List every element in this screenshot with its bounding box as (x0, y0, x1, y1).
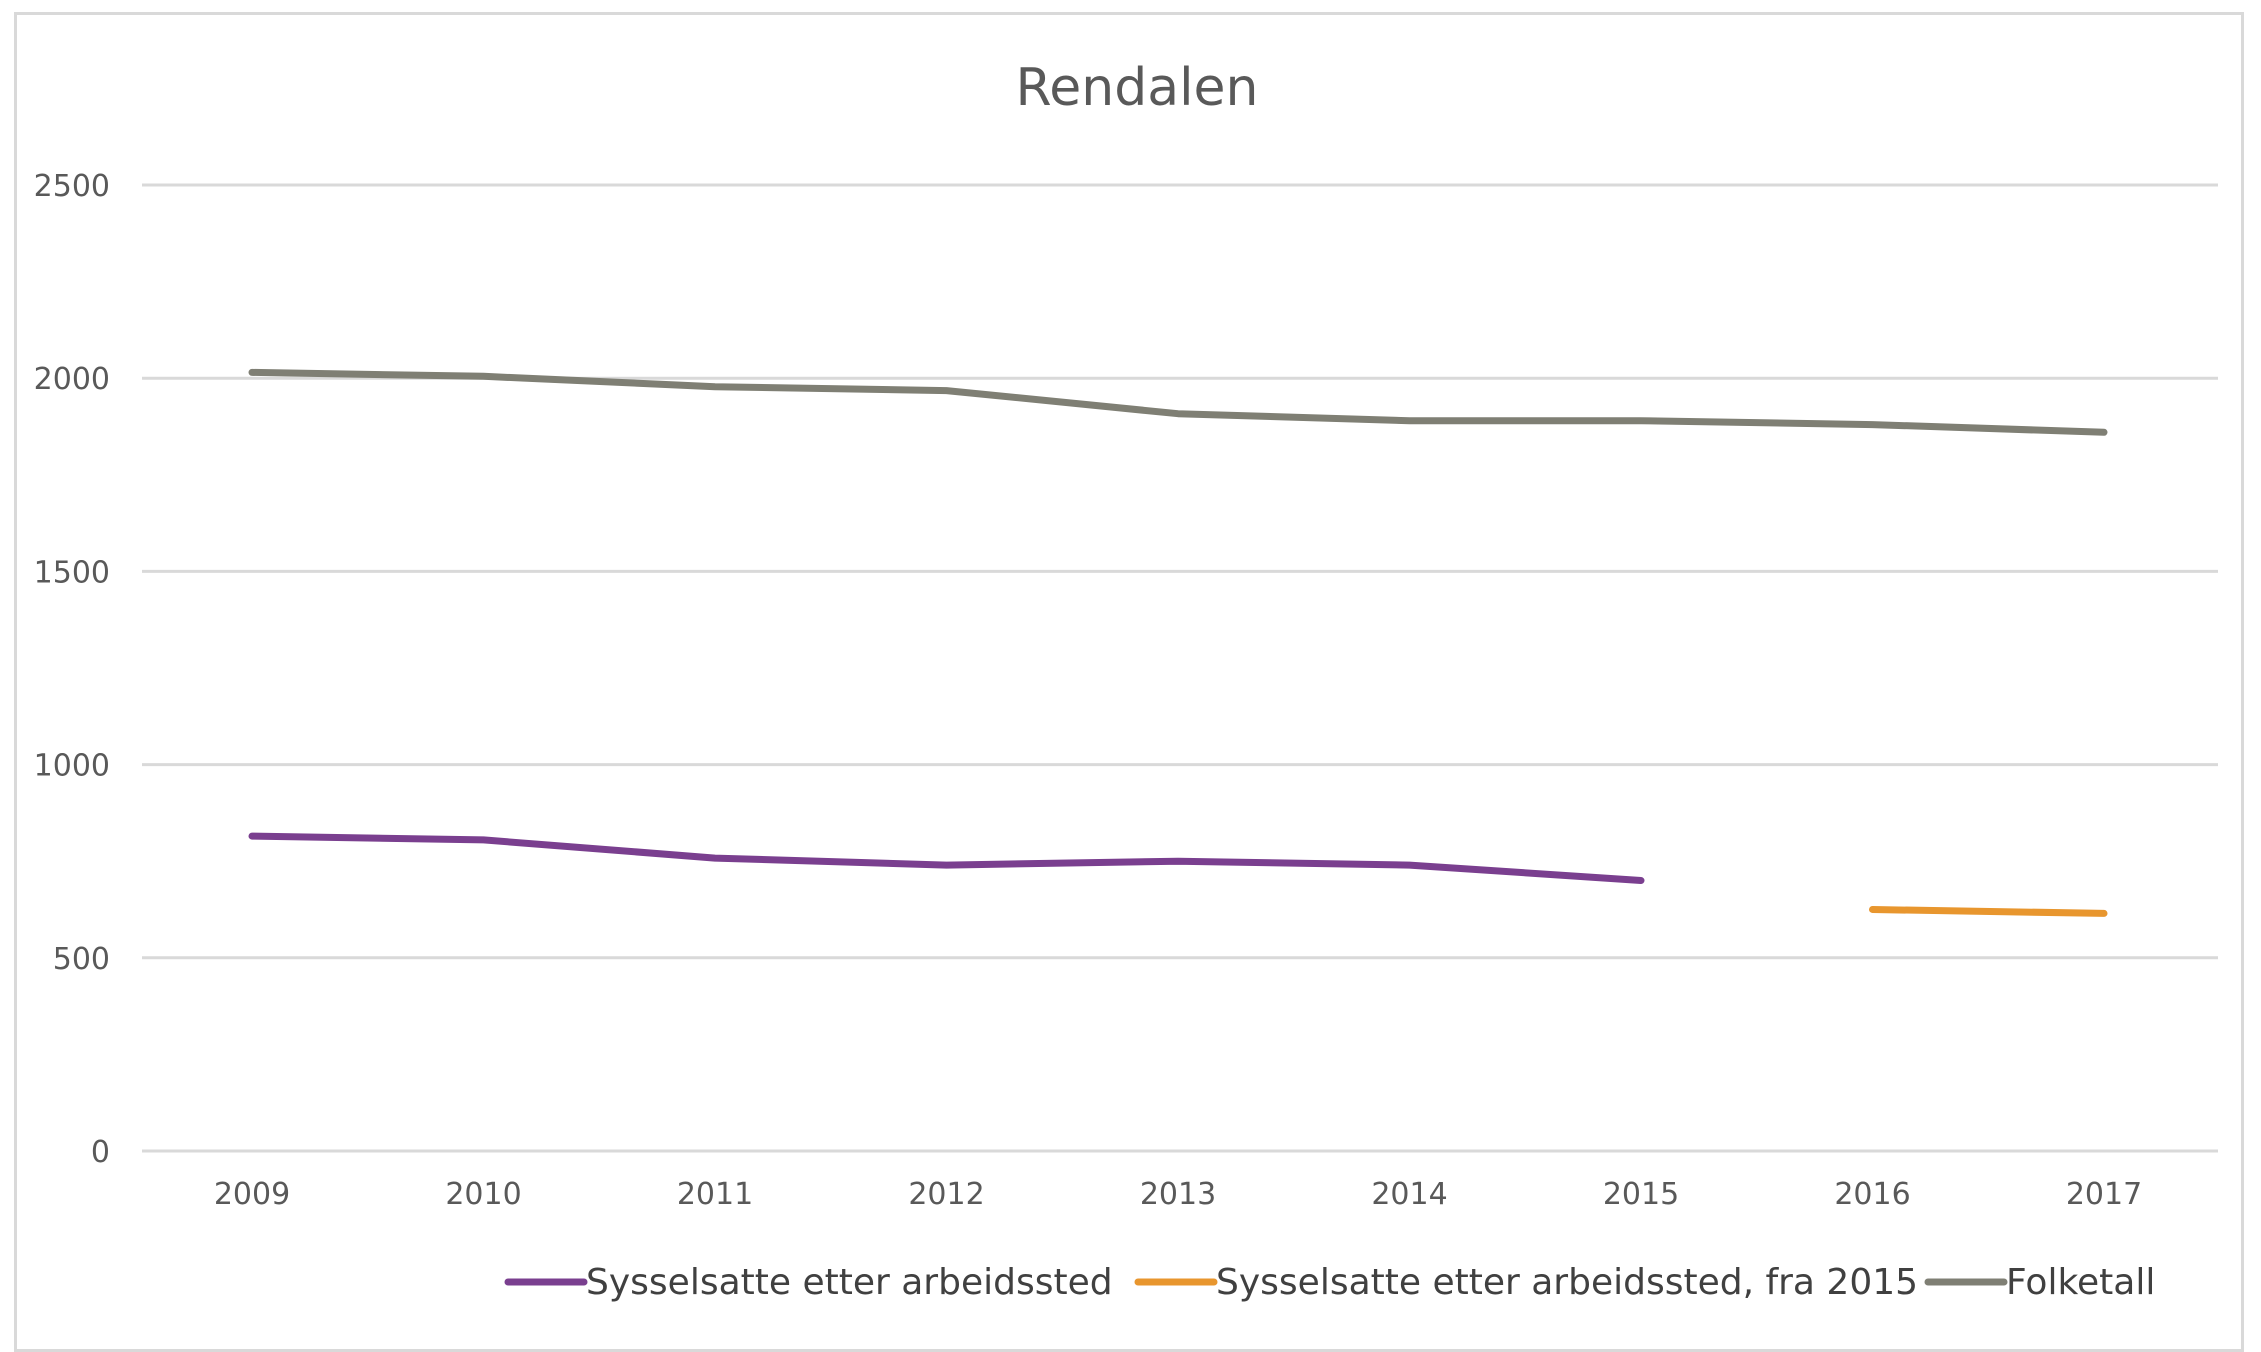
y-tick-label: 2000 (34, 362, 110, 397)
series-line-1 (248, 832, 1645, 884)
x-tick-label: 2016 (1834, 1177, 1910, 1212)
y-tick-label: 0 (91, 1135, 110, 1170)
y-tick-label: 1500 (34, 555, 110, 590)
series-lines (248, 368, 2108, 917)
chart-title: Rendalen (1015, 58, 1258, 118)
gridlines (142, 183, 2218, 1153)
y-tick-label: 1000 (34, 749, 110, 784)
series-line-3 (248, 368, 2108, 436)
x-tick-label: 2013 (1140, 1177, 1216, 1212)
y-tick-label: 500 (53, 942, 110, 977)
legend-label-3: Folketall (2006, 1262, 2155, 1303)
x-tick-label: 2012 (908, 1177, 984, 1212)
x-axis-tick-labels: 2009 2010 2011 2012 2013 2014 2015 2016 2017 (214, 1177, 2142, 1212)
chart-frame (14, 12, 2244, 1352)
x-tick-label: 2017 (2066, 1177, 2142, 1212)
y-axis-tick-labels: 0 500 1000 1500 2000 2500 (34, 169, 110, 1170)
x-tick-label: 2009 (214, 1177, 290, 1212)
legend-label-2: Sysselsatte etter arbeidssted, fra 2015 (1216, 1262, 1918, 1303)
x-tick-label: 2014 (1371, 1177, 1447, 1212)
y-tick-label: 2500 (34, 169, 110, 204)
legend-label-1: Sysselsatte etter arbeidssted (586, 1262, 1113, 1303)
x-tick-label: 2010 (445, 1177, 521, 1212)
legend: Sysselsatte etter arbeidssted Sysselsatte… (504, 1262, 2155, 1303)
x-tick-label: 2015 (1603, 1177, 1679, 1212)
series-line-2 (1869, 906, 2108, 917)
x-tick-label: 2011 (677, 1177, 753, 1212)
